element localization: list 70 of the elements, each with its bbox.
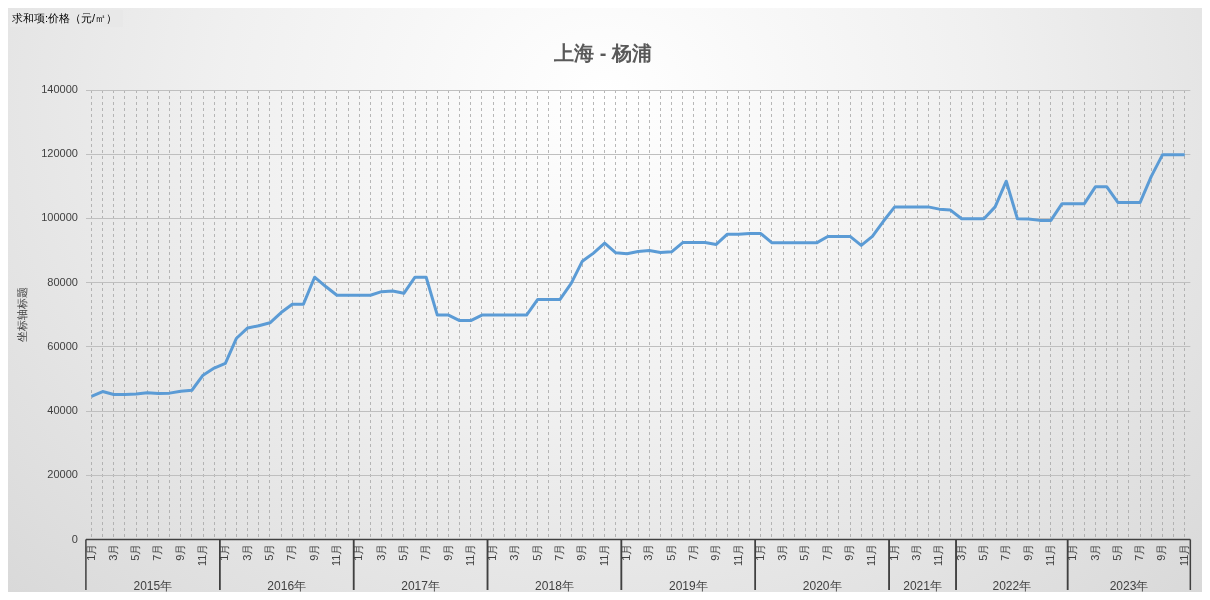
text: 2017年 [401,579,440,594]
x-tick-label: 5月 [530,543,543,561]
x-tick-label: 11月 [597,543,610,566]
x-tick-label: 5月 [263,543,276,561]
x-tick-label: 9月 [173,543,186,561]
x-tick-label: 11月 [1177,543,1190,566]
x-tick-label: 7月 [820,543,833,561]
x-tick-label: 7月 [1133,543,1146,561]
x-tick-label: 5月 [1110,543,1123,561]
x-tick-label: 3月 [106,543,119,561]
x-tick-label: 7月 [419,543,432,561]
y-tick-label: 20000 [47,468,78,481]
x-tick-label: 1月 [486,543,499,561]
x-tick-label: 1月 [753,543,766,561]
y-tick-label: 60000 [47,339,78,352]
x-tick-label: 3月 [374,543,387,561]
x-tick-label: 9月 [441,543,454,561]
x-tick-label: 5月 [976,543,989,561]
text: 2021年 [903,579,942,594]
x-tick-label: 11月 [463,543,476,566]
y-tick-label: 0 [71,532,78,545]
x-tick-label: 11月 [731,543,744,566]
y-tick-label: 100000 [41,211,78,224]
text: 2015年 [133,579,173,594]
x-tick-label: 11月 [865,543,878,566]
x-tick-label: 3月 [954,543,967,561]
x-tick-label: 1月 [352,543,365,561]
x-tick-label: 9月 [575,543,588,561]
text: 2022年 [992,579,1032,594]
x-tick-label: 9月 [1021,543,1034,561]
x-tick-label: 5月 [129,543,142,561]
y-axis-title: 坐标轴标题 [15,287,28,343]
text: 2016年 [267,579,307,594]
x-tick-label: 3月 [910,543,923,561]
y-tick-label: 140000 [41,83,78,96]
text: 2020年 [802,579,842,594]
x-tick-label: 5月 [396,543,409,561]
x-tick-label: 1月 [1066,543,1079,561]
x-tick-label: 7月 [999,543,1012,561]
x-tick-label: 9月 [709,543,722,561]
text: 2023年 [1109,579,1149,594]
x-tick-label: 1月 [84,543,97,561]
x-tick-label: 5月 [664,543,677,561]
x-tick-label: 5月 [798,543,811,561]
x-tick-label: 11月 [932,543,945,566]
x-tick-label: 7月 [686,543,699,561]
text: 求和项:价格（元/㎡） [10,10,124,27]
x-tick-label: 3月 [776,543,789,561]
text: 2018年 [535,579,574,594]
y-tick-label: 40000 [47,404,78,417]
x-tick-label: 3月 [240,543,253,561]
y-tick-label: 120000 [41,147,78,160]
x-tick-label: 11月 [329,543,342,566]
x-tick-label: 3月 [508,543,521,561]
x-tick-label: 3月 [1088,543,1101,561]
text: 2019年 [668,579,708,594]
chart-title: 上海 - 杨浦 [553,41,652,64]
x-tick-label: 7月 [553,543,566,561]
x-tick-label: 1月 [887,543,900,561]
x-tick-label: 11月 [196,543,209,566]
x-tick-label: 7月 [151,543,164,561]
x-tick-label: 1月 [620,543,632,561]
x-tick-label: 9月 [1155,543,1168,561]
x-tick-label: 9月 [307,543,320,561]
x-tick-label: 11月 [1043,543,1056,566]
x-tick-label: 7月 [285,543,298,561]
x-tick-label: 1月 [218,543,231,561]
y-tick-label: 80000 [47,275,78,288]
x-tick-label: 9月 [843,543,856,561]
x-tick-label: 3月 [642,543,655,561]
